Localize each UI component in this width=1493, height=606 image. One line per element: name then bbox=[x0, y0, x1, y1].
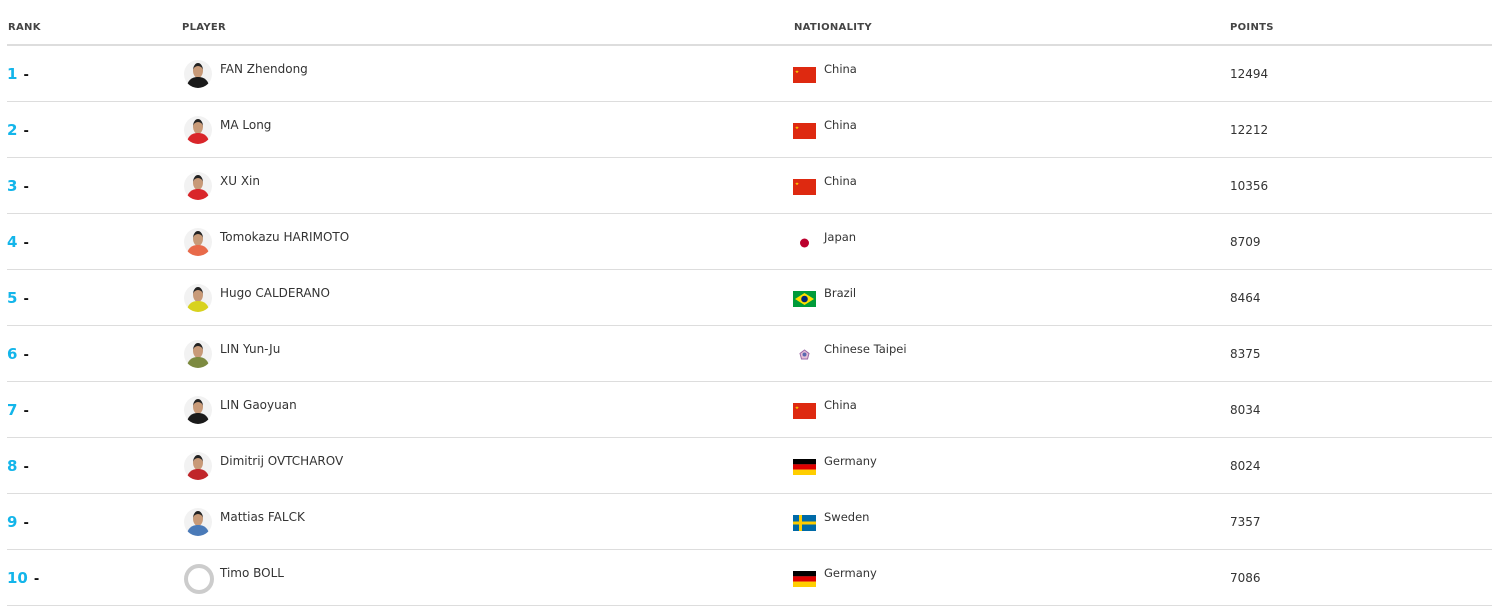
points: 8709 bbox=[1230, 235, 1261, 249]
points: 10356 bbox=[1230, 179, 1269, 193]
brazil-flag-icon bbox=[793, 291, 816, 307]
avatar bbox=[184, 172, 212, 200]
avatar bbox=[184, 396, 212, 424]
points: 7357 bbox=[1230, 515, 1261, 529]
rank-change: - bbox=[23, 404, 29, 419]
china-flag-icon bbox=[793, 123, 816, 139]
points: 8375 bbox=[1230, 347, 1261, 361]
table-row[interactable]: 6- LIN Yun-Ju Chinese Taipei 8375 bbox=[7, 326, 1492, 382]
china-flag-icon bbox=[793, 179, 816, 195]
rank: 1- bbox=[7, 65, 29, 83]
player-name[interactable]: Timo BOLL bbox=[220, 566, 284, 580]
table-row[interactable]: 1- FAN Zhendong China 12494 bbox=[7, 46, 1492, 102]
rank: 5- bbox=[7, 289, 29, 307]
player-name[interactable]: Dimitrij OVTCHAROV bbox=[220, 454, 344, 468]
rankings-table: RANK PLAYER NATIONALITY POINTS 1- FAN Zh… bbox=[7, 0, 1492, 606]
rank-change: - bbox=[23, 460, 29, 475]
player-name[interactable]: LIN Yun-Ju bbox=[220, 342, 281, 356]
table-row[interactable]: 3- XU Xin China 10356 bbox=[7, 158, 1492, 214]
nationality: China bbox=[824, 118, 857, 132]
table-row[interactable]: 10- Timo BOLL Germany 7086 bbox=[7, 550, 1492, 606]
header-rank[interactable]: RANK bbox=[8, 22, 41, 33]
rank-change: - bbox=[23, 236, 29, 251]
rank-change: - bbox=[23, 348, 29, 363]
avatar bbox=[184, 284, 212, 312]
table-header: RANK PLAYER NATIONALITY POINTS bbox=[7, 0, 1492, 46]
player-name[interactable]: Hugo CALDERANO bbox=[220, 286, 330, 300]
table-row[interactable]: 2- MA Long China 12212 bbox=[7, 102, 1492, 158]
avatar bbox=[184, 340, 212, 368]
rank: 10- bbox=[7, 569, 40, 587]
table-row[interactable]: 9- Mattias FALCK Sweden 7357 bbox=[7, 494, 1492, 550]
rank: 6- bbox=[7, 345, 29, 363]
avatar bbox=[184, 60, 212, 88]
china-flag-icon bbox=[793, 403, 816, 419]
player-name[interactable]: FAN Zhendong bbox=[220, 62, 308, 76]
rank-change: - bbox=[23, 292, 29, 307]
avatar bbox=[184, 508, 212, 536]
player-name[interactable]: Mattias FALCK bbox=[220, 510, 305, 524]
points: 12212 bbox=[1230, 123, 1269, 137]
player-name[interactable]: XU Xin bbox=[220, 174, 260, 188]
nationality: China bbox=[824, 398, 857, 412]
header-nationality[interactable]: NATIONALITY bbox=[794, 22, 872, 33]
avatar bbox=[184, 116, 212, 144]
rank: 2- bbox=[7, 121, 29, 139]
points: 7086 bbox=[1230, 571, 1261, 585]
taipei-flag-icon bbox=[793, 347, 816, 363]
table-row[interactable]: 8- Dimitrij OVTCHAROV Germany 8024 bbox=[7, 438, 1492, 494]
points: 12494 bbox=[1230, 67, 1269, 81]
germany-flag-icon bbox=[793, 571, 816, 587]
rank-change: - bbox=[23, 180, 29, 195]
avatar bbox=[184, 228, 212, 256]
rank-change: - bbox=[23, 516, 29, 531]
player-name[interactable]: MA Long bbox=[220, 118, 272, 132]
rank-change: - bbox=[33, 572, 40, 587]
rank: 3- bbox=[7, 177, 29, 195]
rank: 4- bbox=[7, 233, 29, 251]
nationality: Germany bbox=[824, 454, 877, 468]
germany-flag-icon bbox=[793, 459, 816, 475]
japan-flag-icon bbox=[793, 235, 816, 251]
nationality: Brazil bbox=[824, 286, 857, 300]
rank: 7- bbox=[7, 401, 29, 419]
points: 8464 bbox=[1230, 291, 1261, 305]
rank: 8- bbox=[7, 457, 29, 475]
table-row[interactable]: 5- Hugo CALDERANO Brazil 8464 bbox=[7, 270, 1492, 326]
avatar bbox=[184, 452, 212, 480]
player-name[interactable]: Tomokazu HARIMOTO bbox=[220, 230, 350, 244]
sweden-flag-icon bbox=[793, 515, 816, 531]
rank-change: - bbox=[23, 124, 29, 139]
avatar-placeholder bbox=[184, 564, 214, 594]
nationality: Chinese Taipei bbox=[824, 342, 907, 356]
table-row[interactable]: 7- LIN Gaoyuan China 8034 bbox=[7, 382, 1492, 438]
nationality: Japan bbox=[824, 230, 857, 244]
nationality: Sweden bbox=[824, 510, 870, 524]
china-flag-icon bbox=[793, 67, 816, 83]
table-row[interactable]: 4- Tomokazu HARIMOTO Japan 8709 bbox=[7, 214, 1492, 270]
header-player[interactable]: PLAYER bbox=[182, 22, 227, 33]
player-name[interactable]: LIN Gaoyuan bbox=[220, 398, 297, 412]
rank: 9- bbox=[7, 513, 29, 531]
points: 8034 bbox=[1230, 403, 1261, 417]
rank-change: - bbox=[23, 68, 29, 83]
nationality: China bbox=[824, 174, 857, 188]
nationality: Germany bbox=[824, 566, 877, 580]
points: 8024 bbox=[1230, 459, 1261, 473]
nationality: China bbox=[824, 62, 857, 76]
header-points[interactable]: POINTS bbox=[1230, 22, 1274, 33]
